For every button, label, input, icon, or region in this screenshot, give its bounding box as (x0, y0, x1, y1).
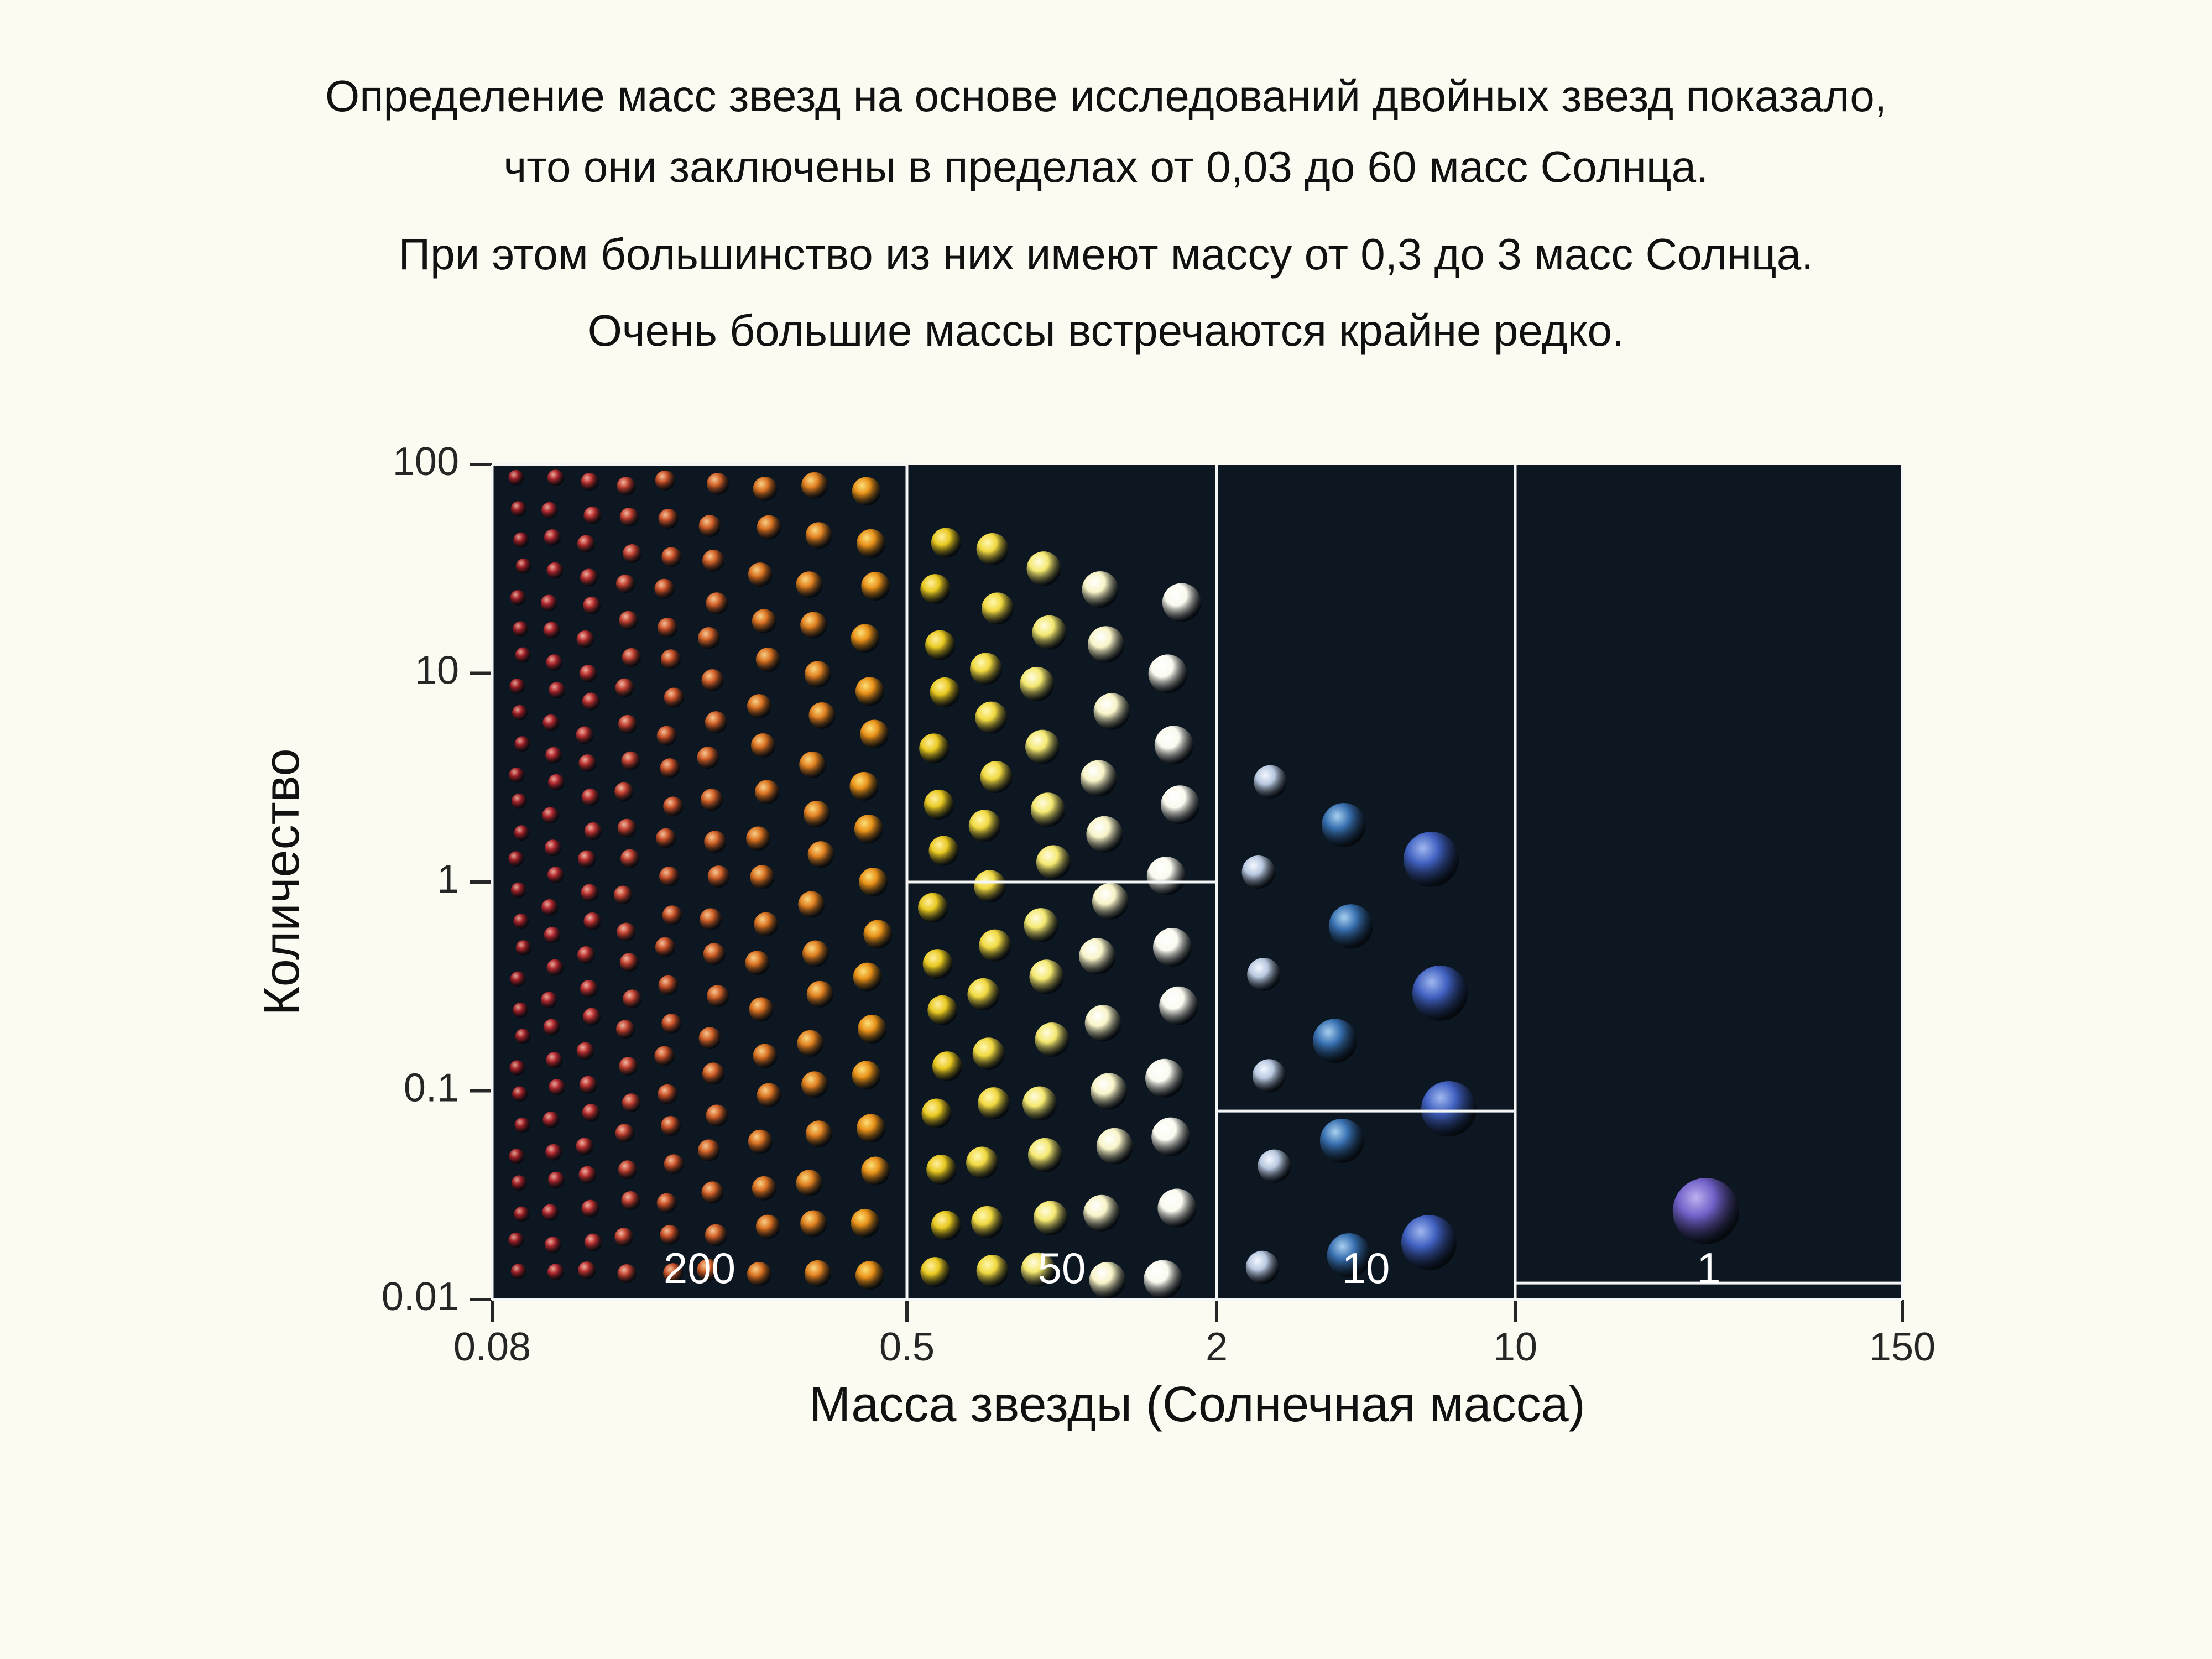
svg-text:2: 2 (1206, 1325, 1228, 1369)
chart-container: 0.010.11101000.080.5210150Масса звезды (… (232, 431, 1947, 1457)
bin-count-label: 50 (1038, 1244, 1086, 1292)
bin-count-label: 1 (1697, 1244, 1720, 1292)
svg-text:0.01: 0.01 (382, 1275, 459, 1319)
intro-p1: Определение масс звезд на основе исследо… (0, 66, 2212, 126)
svg-text:10: 10 (415, 649, 459, 693)
bin-count-label: 200 (664, 1244, 735, 1292)
intro-text: Определение масс звезд на основе исследо… (0, 66, 2212, 372)
svg-text:10: 10 (1493, 1325, 1537, 1369)
svg-text:0.1: 0.1 (404, 1066, 459, 1110)
svg-text:100: 100 (393, 440, 459, 484)
intro-p3: При этом большинство из них имеют массу … (0, 225, 2212, 284)
y-axis-label: Количество (254, 748, 310, 1015)
bin-count-label: 10 (1342, 1244, 1390, 1292)
svg-text:0.5: 0.5 (879, 1325, 935, 1369)
intro-p4: Очень большие массы встречаются крайне р… (0, 301, 2212, 361)
svg-text:1: 1 (437, 857, 459, 901)
intro-p2: что они заключены в пределах от 0,03 до … (0, 137, 2212, 197)
svg-text:150: 150 (1869, 1325, 1936, 1369)
imf-chart: 0.010.11101000.080.5210150Масса звезды (… (232, 431, 1947, 1454)
svg-text:0.08: 0.08 (453, 1325, 531, 1369)
x-axis-label: Масса звезды (Солнечная масса) (809, 1377, 1585, 1432)
